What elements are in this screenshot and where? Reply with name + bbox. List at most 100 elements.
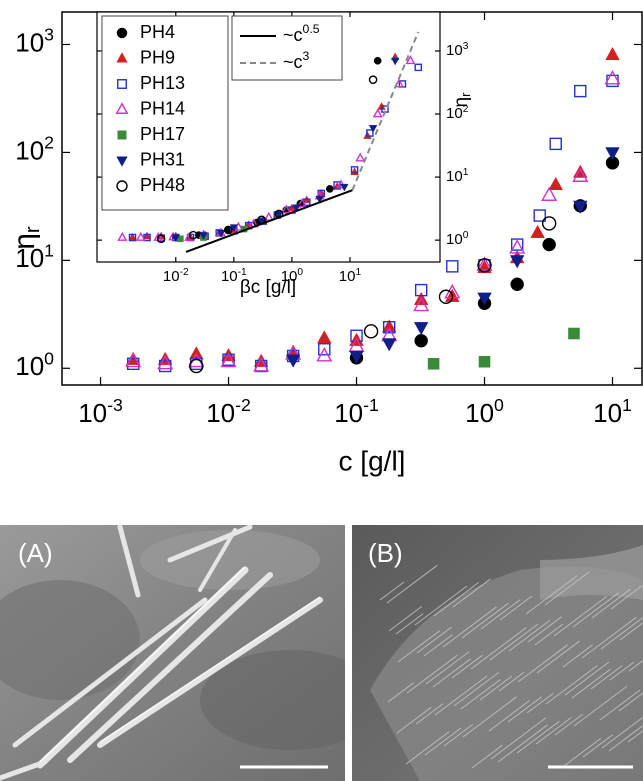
data-point (477, 258, 492, 273)
texture (517, 644, 568, 683)
data-point (549, 137, 562, 151)
texture (516, 720, 560, 754)
y-axis-title: ηr (8, 226, 45, 250)
data-point (390, 57, 400, 66)
data-point (281, 204, 292, 214)
legend-label: PH48 (140, 175, 185, 195)
data-point (292, 204, 301, 213)
data-point (128, 233, 137, 242)
data-point (572, 167, 589, 182)
texture (434, 675, 488, 716)
data-point (253, 357, 270, 372)
texture (508, 620, 551, 652)
data-point (285, 354, 301, 368)
data-point (125, 352, 142, 368)
texture (562, 644, 593, 668)
x-tick-label: 10-3 (78, 395, 123, 428)
data-point (143, 233, 151, 242)
fit-line (351, 31, 420, 191)
data-point (325, 185, 334, 193)
texture (471, 744, 503, 769)
data-point (510, 277, 524, 292)
data-point (156, 234, 166, 244)
y-tick-label: 102 (15, 132, 54, 165)
data-point (274, 211, 284, 219)
data-point (220, 352, 237, 368)
texture (600, 616, 643, 650)
data-point (414, 63, 423, 72)
texture (386, 564, 438, 604)
texture (591, 588, 631, 619)
texture (387, 682, 414, 703)
data-point (414, 283, 428, 297)
texture (425, 651, 470, 685)
legend-box (231, 15, 343, 81)
texture (590, 665, 623, 690)
micrograph-b (352, 525, 643, 781)
data-point (604, 69, 621, 85)
texture (544, 571, 590, 606)
texture (601, 716, 643, 749)
texture (499, 595, 533, 621)
data-point (257, 218, 266, 226)
texture (433, 582, 480, 617)
data-point (568, 327, 580, 340)
legend-marker (117, 79, 127, 89)
data-point (605, 46, 620, 61)
data-point (157, 354, 174, 370)
data-point (199, 232, 208, 240)
data-point (477, 292, 492, 306)
texture (619, 622, 643, 641)
texture (397, 630, 440, 663)
texture (581, 616, 637, 659)
texture (507, 696, 542, 723)
data-point (366, 129, 374, 137)
texture (536, 640, 580, 674)
texture (628, 659, 643, 672)
data-point (541, 216, 557, 231)
texture (388, 606, 423, 632)
y-tick-label: 103 (15, 24, 54, 57)
x-tick-label: 100 (465, 395, 504, 428)
texture (379, 581, 405, 601)
texture (525, 575, 578, 615)
texture (452, 578, 491, 608)
texture (488, 700, 531, 732)
data-point (350, 329, 363, 343)
data-point (382, 321, 396, 334)
data-point (135, 231, 146, 241)
texture (460, 679, 501, 710)
data-point (574, 84, 587, 98)
data-point (355, 152, 366, 162)
texture (564, 661, 610, 696)
legend-label: PH13 (140, 73, 185, 93)
texture (432, 658, 471, 688)
inset-x-axis-title: βc [g/l] (240, 277, 296, 298)
texture (405, 731, 450, 765)
texture (553, 596, 608, 637)
legend-marker (116, 180, 128, 192)
data-point (349, 350, 364, 364)
texture (498, 672, 525, 692)
x-tick-label: 10-2 (206, 395, 251, 428)
data-point (414, 333, 428, 348)
texture (608, 724, 643, 752)
x-tick-label: 101 (593, 395, 632, 428)
texture (395, 613, 424, 635)
data-point (405, 55, 416, 65)
legend-label: PH14 (140, 98, 185, 118)
data-point (315, 195, 324, 204)
data-point (427, 358, 440, 370)
x-axis-title: c [g/l] (339, 445, 406, 476)
data-point (189, 358, 204, 374)
texture (414, 585, 468, 626)
data-point (263, 211, 274, 221)
data-point (446, 260, 459, 273)
texture (490, 717, 547, 760)
data-point (350, 166, 359, 174)
texture (609, 661, 635, 681)
texture (396, 706, 432, 734)
fit-line (185, 189, 353, 253)
